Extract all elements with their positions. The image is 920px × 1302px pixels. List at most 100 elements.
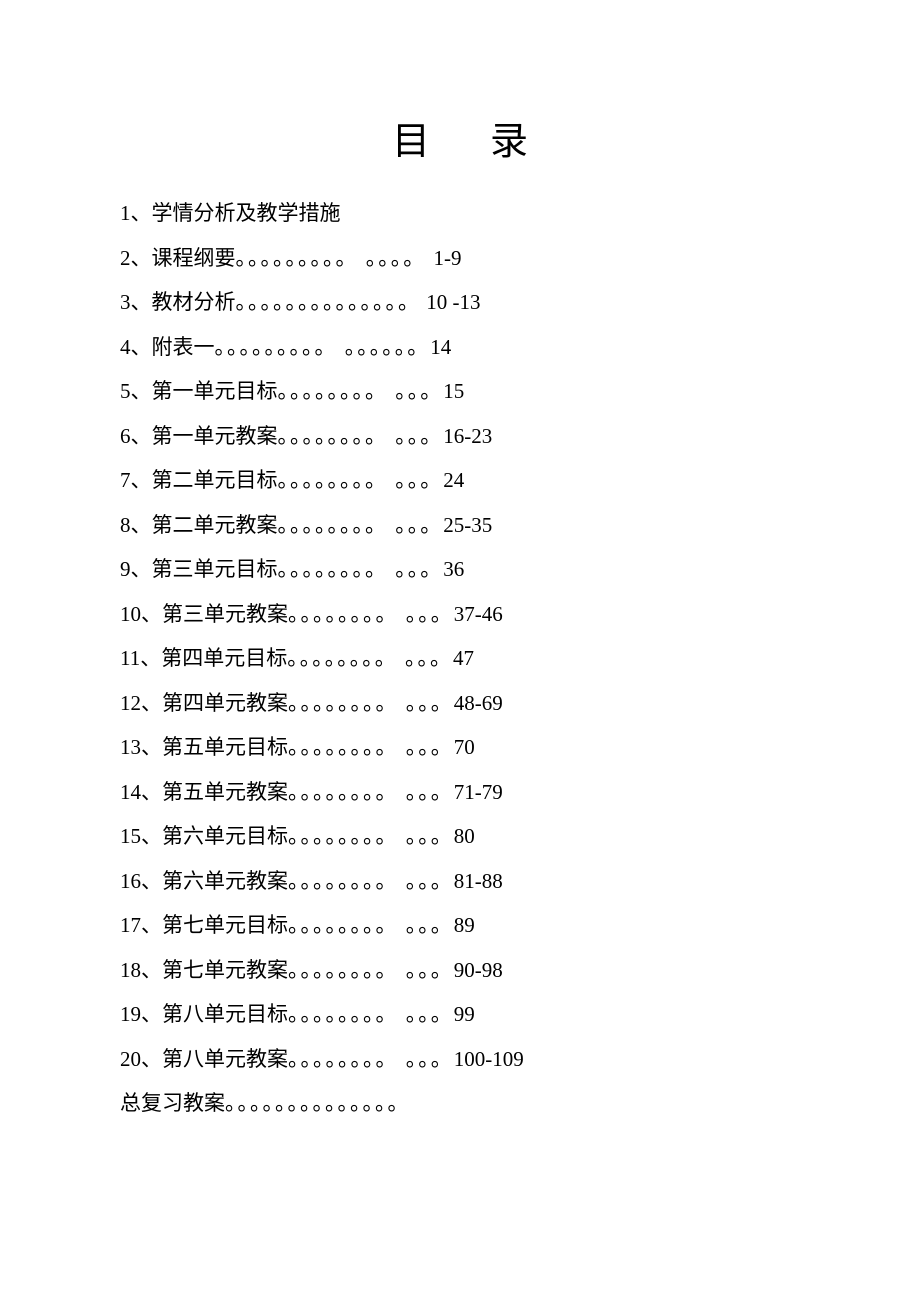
- toc-entry: 总复习教案。。。。。。。。。。。。。。: [120, 1093, 800, 1114]
- toc-page: 14: [430, 335, 451, 359]
- toc-label: 第二单元教案: [152, 513, 278, 537]
- toc-label: 第三单元目标: [152, 557, 278, 581]
- toc-dots: 。。。。。。。。 。。。: [288, 913, 454, 937]
- toc-page: 25-35: [443, 513, 492, 537]
- toc-label: 第七单元目标: [162, 913, 288, 937]
- toc-entry: 2、课程纲要。。。。。。。。。 。。。。 1-9: [120, 248, 800, 269]
- toc-number: 19、: [120, 1002, 162, 1026]
- toc-label: 第八单元教案: [162, 1047, 288, 1071]
- toc-number: 12、: [120, 691, 162, 715]
- toc-number: 7、: [120, 468, 152, 492]
- toc-dots: 。。。。。。。。 。。。: [288, 958, 454, 982]
- toc-number: 20、: [120, 1047, 162, 1071]
- toc-entry: 20、第八单元教案。。。。。。。。 。。。100-109: [120, 1049, 800, 1070]
- toc-number: 14、: [120, 780, 162, 804]
- toc-number: 13、: [120, 735, 162, 759]
- toc-label: 第五单元目标: [162, 735, 288, 759]
- toc-number: 4、: [120, 335, 152, 359]
- toc-page: 89: [454, 913, 475, 937]
- toc-entry: 11、第四单元目标。。。。。。。。 。。。47: [120, 648, 800, 669]
- toc-entry: 3、教材分析。。。。。。。。。。。。。。 10 -13: [120, 292, 800, 313]
- toc-label: 附表一: [152, 335, 215, 359]
- toc-dots: 。。。。。。。。 。。。: [288, 602, 454, 626]
- toc-page: 70: [454, 735, 475, 759]
- toc-page: 1-9: [434, 246, 462, 270]
- toc-dots: 。。。。。。。。 。。。: [288, 824, 454, 848]
- toc-entry: 5、第一单元目标。。。。。。。。 。。。15: [120, 381, 800, 402]
- toc-label: 学情分析及教学措施: [152, 201, 341, 225]
- toc-entry: 15、第六单元目标。。。。。。。。 。。。80: [120, 826, 800, 847]
- toc-label: 第六单元教案: [162, 869, 288, 893]
- toc-entry: 14、第五单元教案。。。。。。。。 。。。71-79: [120, 782, 800, 803]
- toc-entry: 13、第五单元目标。。。。。。。。 。。。70: [120, 737, 800, 758]
- toc-label: 第二单元目标: [152, 468, 278, 492]
- toc-page: 81-88: [454, 869, 503, 893]
- toc-entry: 18、第七单元教案。。。。。。。。 。。。90-98: [120, 960, 800, 981]
- toc-number: 15、: [120, 824, 162, 848]
- toc-page: 16-23: [443, 424, 492, 448]
- toc-page: 15: [443, 379, 464, 403]
- toc-page: 71-79: [454, 780, 503, 804]
- toc-page: 24: [443, 468, 464, 492]
- toc-entry: 4、附表一。。。。。。。。。 。。。。。。14: [120, 337, 800, 358]
- toc-entry: 1、学情分析及教学措施: [120, 203, 800, 224]
- toc-dots: 。。。。。。。。。 。。。。: [236, 246, 434, 270]
- toc-page: 37-46: [454, 602, 503, 626]
- toc-dots: 。。。。。。。。 。。。: [288, 691, 454, 715]
- document-page: 目录 1、学情分析及教学措施 2、课程纲要。。。。。。。。。 。。。。 1-9 …: [0, 0, 920, 1114]
- toc-number: 8、: [120, 513, 152, 537]
- toc-dots: 。。。。。。。。 。。。: [288, 780, 454, 804]
- toc-label: 第五单元教案: [162, 780, 288, 804]
- toc-entry: 19、第八单元目标。。。。。。。。 。。。99: [120, 1004, 800, 1025]
- toc-dots: 。。。。。。。。 。。。: [288, 1002, 454, 1026]
- toc-entry: 9、第三单元目标。。。。。。。。 。。。36: [120, 559, 800, 580]
- toc-dots: 。。。。。。。。 。。。: [288, 869, 454, 893]
- toc-number: 1、: [120, 201, 152, 225]
- toc-dots: 。。。。。。。。 。。。: [278, 379, 444, 403]
- toc-dots: 。。。。。。。。 。。。: [278, 557, 444, 581]
- toc-dots: 。。。。。。。。 。。。: [288, 735, 454, 759]
- toc-label: 第六单元目标: [162, 824, 288, 848]
- toc-number: 9、: [120, 557, 152, 581]
- toc-entry: 6、第一单元教案。。。。。。。。 。。。16-23: [120, 426, 800, 447]
- toc-number: 6、: [120, 424, 152, 448]
- toc-page: 36: [443, 557, 464, 581]
- toc-number: 10、: [120, 602, 162, 626]
- toc-number: 17、: [120, 913, 162, 937]
- toc-dots: 。。。。。。。。 。。。: [278, 513, 444, 537]
- toc-dots: 。。。。。。。。。 。。。。。。: [215, 335, 431, 359]
- toc-entry: 7、第二单元目标。。。。。。。。 。。。24: [120, 470, 800, 491]
- toc-number: 11、: [120, 646, 161, 670]
- toc-label: 第七单元教案: [162, 958, 288, 982]
- toc-dots: 。。。。。。。。 。。。: [278, 468, 444, 492]
- page-title: 目录: [120, 110, 800, 165]
- toc-label: 第四单元教案: [162, 691, 288, 715]
- toc-page: 48-69: [454, 691, 503, 715]
- toc-dots: 。。。。。。。。 。。。: [278, 424, 444, 448]
- toc-number: 3、: [120, 290, 152, 314]
- toc-entry: 16、第六单元教案。。。。。。。。 。。。81-88: [120, 871, 800, 892]
- toc-dots: 。。。。。。。。 。。。: [287, 646, 453, 670]
- toc-label: 第三单元教案: [162, 602, 288, 626]
- toc-page: 100-109: [454, 1047, 524, 1071]
- toc-number: 5、: [120, 379, 152, 403]
- toc-dots: 。。。。。。。。 。。。: [288, 1047, 454, 1071]
- toc-list: 1、学情分析及教学措施 2、课程纲要。。。。。。。。。 。。。。 1-9 3、教…: [120, 203, 800, 1114]
- toc-label: 总复习教案: [120, 1091, 225, 1115]
- toc-label: 第八单元目标: [162, 1002, 288, 1026]
- toc-number: 2、: [120, 246, 152, 270]
- toc-entry: 12、第四单元教案。。。。。。。。 。。。48-69: [120, 693, 800, 714]
- toc-page: 10 -13: [421, 290, 481, 314]
- toc-number: 16、: [120, 869, 162, 893]
- toc-page: 80: [454, 824, 475, 848]
- toc-entry: 10、第三单元教案。。。。。。。。 。。。37-46: [120, 604, 800, 625]
- toc-dots: 。。。。。。。。。。。。。。: [236, 290, 422, 314]
- toc-page: 99: [454, 1002, 475, 1026]
- toc-dots: 。。。。。。。。。。。。。。: [225, 1091, 411, 1115]
- toc-label: 第四单元目标: [161, 646, 287, 670]
- toc-number: 18、: [120, 958, 162, 982]
- toc-label: 第一单元教案: [152, 424, 278, 448]
- toc-entry: 17、第七单元目标。。。。。。。。 。。。89: [120, 915, 800, 936]
- toc-label: 课程纲要: [152, 246, 236, 270]
- toc-page: 47: [453, 646, 474, 670]
